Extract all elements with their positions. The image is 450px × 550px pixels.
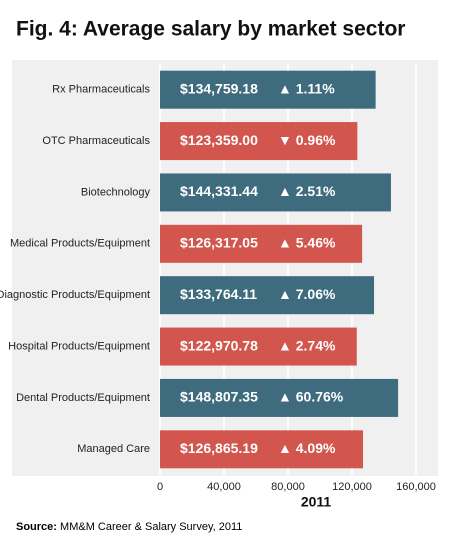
chart-title: Fig. 4: Average salary by market sector: [16, 18, 405, 41]
x-tick-label: 40,000: [207, 481, 241, 493]
change-label: ▲ 2.51%: [278, 183, 336, 199]
bar: [160, 430, 363, 469]
value-label: $126,865.19: [180, 440, 258, 456]
x-tick-label: 80,000: [271, 481, 305, 493]
value-label: $148,807.35: [180, 389, 258, 405]
source-label: Source:: [16, 521, 57, 533]
change-label: ▲ 4.09%: [278, 440, 336, 456]
y-tick-label: Diagnostic Products/Equipment: [0, 289, 150, 301]
change-label: ▲ 60.76%: [278, 389, 344, 405]
y-tick-label: Rx Pharmaceuticals: [52, 84, 150, 96]
change-label: ▲ 2.74%: [278, 337, 336, 353]
source: Source: MM&M Career & Salary Survey, 201…: [16, 521, 242, 533]
value-label: $126,317.05: [180, 235, 258, 251]
bar: [160, 276, 375, 315]
bar: [160, 173, 391, 212]
source-text: MM&M Career & Salary Survey, 2011: [60, 521, 242, 533]
change-label: ▼ 0.96%: [278, 132, 336, 148]
x-tick-label: 0: [157, 481, 163, 493]
bar: [160, 224, 363, 263]
y-tick-label: Managed Care: [77, 443, 150, 455]
y-tick-label: Medical Products/Equipment: [10, 238, 150, 250]
x-tick-label: 160,000: [396, 481, 436, 493]
change-label: ▲ 7.06%: [278, 286, 336, 302]
x-axis-label: 2011: [301, 494, 332, 510]
y-tick-label: OTC Pharmaceuticals: [42, 135, 150, 147]
value-label: $123,359.00: [180, 132, 258, 148]
change-label: ▲ 5.46%: [278, 235, 336, 251]
bar: [160, 327, 357, 366]
value-label: $122,970.78: [180, 337, 258, 353]
x-tick-label: 120,000: [332, 481, 372, 493]
y-tick-label: Biotechnology: [81, 186, 151, 198]
value-label: $134,759.18: [180, 80, 258, 96]
y-tick-label: Hospital Products/Equipment: [8, 340, 150, 352]
bar: [160, 122, 358, 161]
change-label: ▲ 1.11%: [278, 80, 335, 96]
bar: [160, 378, 399, 417]
value-label: $144,331.44: [180, 183, 258, 199]
value-label: $133,764.11: [180, 286, 257, 302]
y-tick-label: Dental Products/Equipment: [16, 392, 150, 404]
bar: [160, 70, 376, 109]
